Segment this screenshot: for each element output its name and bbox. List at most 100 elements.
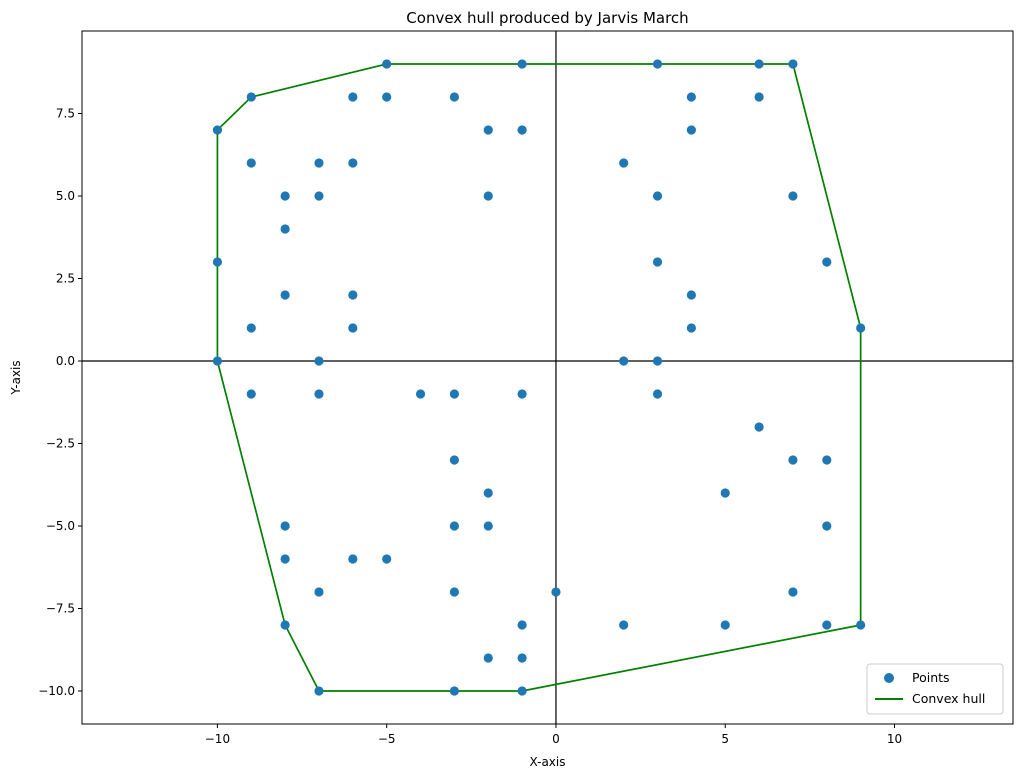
scatter-point (246, 323, 256, 333)
scatter-point (280, 224, 290, 234)
x-tick-label: 0 (552, 732, 560, 746)
y-tick-label: −2.5 (46, 437, 75, 451)
scatter-point (822, 620, 832, 630)
y-tick-label: 0.0 (56, 354, 75, 368)
scatter-point (449, 455, 459, 465)
scatter-point (686, 323, 696, 333)
scatter-point (619, 620, 629, 630)
scatter-point (517, 125, 527, 135)
scatter-point (483, 521, 493, 531)
scatter-point (686, 290, 696, 300)
scatter-point (280, 191, 290, 201)
scatter-point (517, 59, 527, 69)
scatter-point (483, 125, 493, 135)
scatter-point (720, 620, 730, 630)
scatter-point (517, 389, 527, 399)
scatter-point (754, 59, 764, 69)
y-axis-label: Y-axis (9, 360, 23, 395)
scatter-point (517, 620, 527, 630)
legend-box (866, 663, 1004, 715)
points-layer (212, 59, 866, 696)
scatter-point (483, 488, 493, 498)
scatter-point (483, 191, 493, 201)
scatter-point (754, 92, 764, 102)
scatter-point (449, 389, 459, 399)
scatter-point (314, 191, 324, 201)
plot-area-frame (81, 30, 1014, 725)
scatter-point (619, 356, 629, 366)
y-tick-label: 5.0 (56, 189, 75, 203)
y-tick-label: −5.0 (46, 519, 75, 533)
scatter-point (449, 521, 459, 531)
x-tick-label: −5 (378, 732, 396, 746)
y-tick-label: −10.0 (38, 684, 75, 698)
scatter-point (517, 686, 527, 696)
scatter-point (280, 554, 290, 564)
scatter-point (652, 257, 663, 267)
scatter-point (348, 158, 358, 168)
scatter-point (517, 653, 527, 663)
scatter-point (788, 587, 798, 597)
scatter-point (449, 587, 459, 597)
scatter-point (314, 686, 324, 696)
scatter-point (348, 323, 358, 333)
scatter-point (212, 257, 223, 267)
scatter-point (788, 191, 798, 201)
scatter-point (212, 125, 223, 135)
scatter-point (280, 290, 290, 300)
scatter-point (280, 620, 290, 630)
scatter-point (348, 290, 358, 300)
scatter-point (246, 389, 256, 399)
scatter-point (754, 422, 764, 432)
scatter-point (246, 158, 256, 168)
y-tick-label: 2.5 (56, 272, 75, 286)
scatter-point (686, 92, 696, 102)
scatter-point (382, 554, 392, 564)
scatter-point (348, 554, 358, 564)
chart-title: Convex hull produced by Jarvis March (406, 9, 688, 27)
scatter-point (415, 389, 426, 399)
scatter-point (822, 521, 832, 531)
scatter-point (788, 59, 798, 69)
scatter-point (314, 158, 324, 168)
scatter-point (619, 158, 629, 168)
scatter-point (856, 323, 866, 333)
scatter-point (280, 521, 290, 531)
scatter-point (212, 356, 223, 366)
scatter-point (382, 92, 392, 102)
legend-points-label: Points (912, 670, 950, 685)
scatter-point (652, 389, 663, 399)
scatter-point (314, 587, 324, 597)
scatter-point (856, 620, 866, 630)
scatter-point (348, 92, 358, 102)
y-tick-label: 7.5 (56, 107, 75, 121)
y-tick-label: −7.5 (46, 602, 75, 616)
legend-points-marker (884, 673, 894, 683)
legend: Points Convex hull (866, 663, 1004, 715)
scatter-point (314, 356, 324, 366)
scatter-point (314, 389, 324, 399)
scatter-point (720, 488, 730, 498)
x-tick-label: 10 (887, 732, 902, 746)
scatter-point (652, 356, 663, 366)
x-axis-label: X-axis (530, 755, 566, 769)
reference-lines (82, 31, 1013, 724)
scatter-point (246, 92, 256, 102)
scatter-point (788, 455, 798, 465)
scatter-point (652, 59, 663, 69)
scatter-point (483, 653, 493, 663)
scatter-point (822, 257, 832, 267)
axis-ticks: −10 −5 0 5 10 −10.0 −7.5 −5.0 −2.5 0.0 2.5 5.0 7.5 (38, 107, 902, 747)
scatter-point (382, 59, 392, 69)
scatter-point (652, 191, 663, 201)
scatter-point (551, 587, 561, 597)
x-tick-label: −10 (205, 732, 230, 746)
scatter-point (449, 686, 459, 696)
legend-hull-label: Convex hull (912, 691, 985, 706)
scatter-point (822, 455, 832, 465)
x-tick-label: 5 (721, 732, 729, 746)
scatter-point (449, 92, 459, 102)
scatter-point (686, 125, 696, 135)
